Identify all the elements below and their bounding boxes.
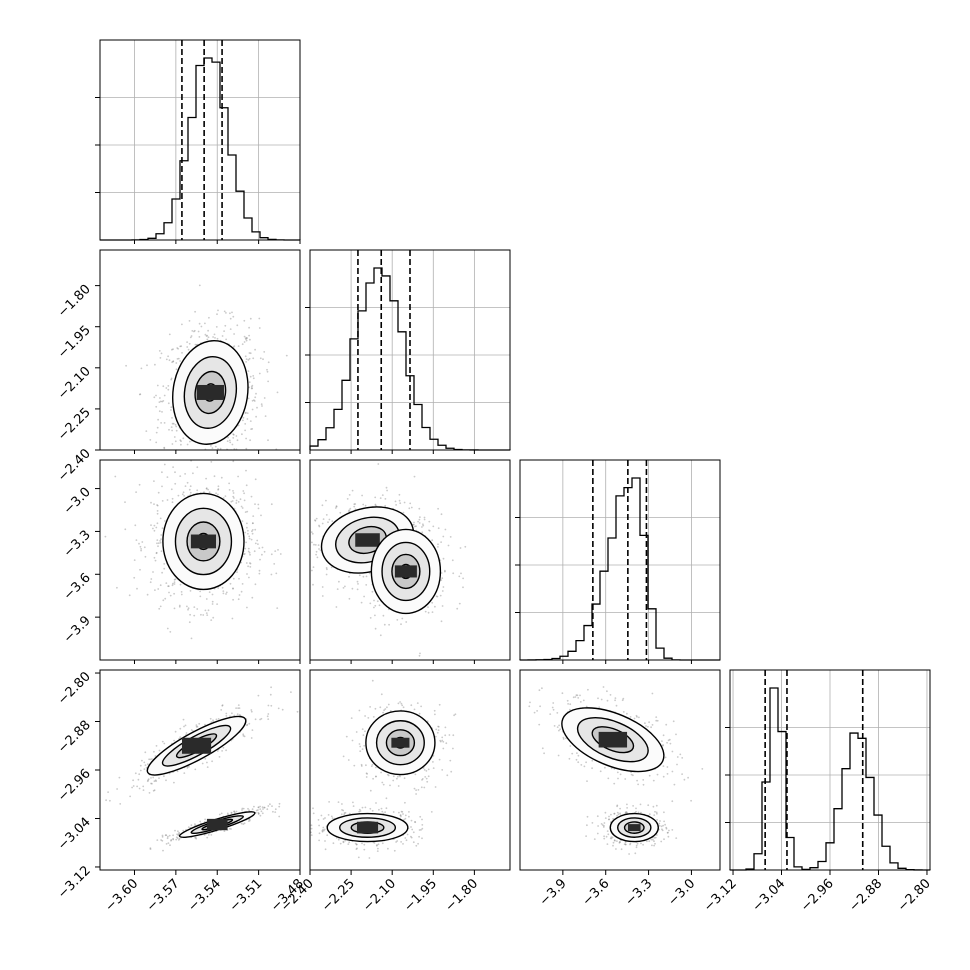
hist-grid-2 [520, 460, 720, 660]
y-tick-label-2-3: −3.0 [61, 485, 94, 518]
joint-panel-2-0 [99, 459, 301, 661]
joint-panel-1-0 [99, 249, 301, 451]
y-tick-label-1-0: −2.40 [55, 446, 94, 485]
joint-panel-3-2 [519, 669, 721, 871]
x-tick-label-3-3: −2.88 [847, 876, 886, 915]
y-tick-label-1-3: −1.95 [55, 323, 94, 362]
hist-panel-3 [725, 669, 931, 871]
density-core-1-0-0 [196, 384, 224, 400]
y-tick-label-2-2: −3.3 [61, 528, 94, 561]
hist-panel-1 [305, 249, 511, 451]
density-core-3-1-1 [356, 821, 379, 834]
joint-panel-3-1 [309, 669, 511, 871]
x-tick-label-3-2: −2.96 [798, 876, 837, 915]
x-tick-label-3-0: −3.12 [701, 876, 740, 915]
joint-frame-3-2 [519, 669, 721, 871]
y-tick-label-3-4: −2.80 [55, 669, 94, 708]
x-tick-label-2-1: −3.6 [580, 876, 613, 909]
y-tick-label-1-1: −2.25 [55, 405, 94, 444]
density-core-3-0-0 [181, 737, 212, 754]
x-tick-label-2-3: −3.0 [665, 876, 698, 909]
x-tick-label-3-4: −2.80 [895, 876, 934, 915]
joint-frame-3-0 [99, 669, 301, 871]
x-tick-label-3-1: −3.04 [750, 876, 789, 915]
density-core-2-0-0 [190, 534, 217, 549]
x-tick-label-1-1: −2.25 [319, 876, 358, 915]
x-tick-label-1-3: −1.95 [401, 876, 440, 915]
density-core-2-1-0 [355, 533, 380, 547]
x-tick-label-0-0: −3.60 [103, 876, 142, 915]
joint-frame-3-1 [309, 669, 511, 871]
joint-frame-1-0 [99, 249, 301, 451]
y-tick-label-1-2: −2.10 [55, 364, 94, 403]
joint-panel-2-1 [309, 459, 511, 661]
y-tick-label-2-0: −3.9 [61, 613, 94, 646]
y-tick-label-3-3: −2.88 [55, 718, 94, 757]
y-tick-label-3-1: −3.04 [55, 815, 94, 854]
y-tick-label-2-1: −3.6 [61, 571, 94, 604]
hist-panel-2 [515, 459, 721, 661]
density-core-3-0-1 [206, 818, 228, 831]
hist-grid-0 [100, 40, 300, 240]
density-core-3-2-0 [598, 731, 628, 748]
histogram-2 [519, 477, 720, 661]
y-tick-label-3-0: −3.12 [55, 863, 94, 902]
density-core-3-2-1 [628, 824, 641, 832]
x-tick-label-2-2: −3.3 [622, 876, 655, 909]
density-core-2-1-1 [394, 565, 417, 578]
joint-frame-2-1 [309, 459, 511, 661]
x-tick-label-0-3: −3.51 [227, 876, 266, 915]
x-tick-label-1-2: −2.10 [360, 876, 399, 915]
x-tick-label-2-0: −3.9 [537, 876, 570, 909]
y-tick-label-3-2: −2.96 [55, 766, 94, 805]
density-core-3-1-0 [391, 737, 410, 748]
y-tick-label-1-4: −1.80 [55, 282, 94, 321]
hist-panel-0 [95, 39, 301, 241]
x-tick-label-0-1: −3.57 [144, 876, 183, 915]
joint-frame-2-0 [99, 459, 301, 661]
histogram-0 [100, 57, 301, 241]
hist-frame-1 [309, 249, 511, 451]
joint-panel-3-0 [99, 669, 301, 871]
hist-frame-0 [99, 39, 301, 241]
hist-frame-2 [519, 459, 721, 661]
x-tick-label-0-2: −3.54 [185, 876, 224, 915]
hist-grid-3 [730, 670, 930, 870]
x-tick-label-1-4: −1.80 [442, 876, 481, 915]
